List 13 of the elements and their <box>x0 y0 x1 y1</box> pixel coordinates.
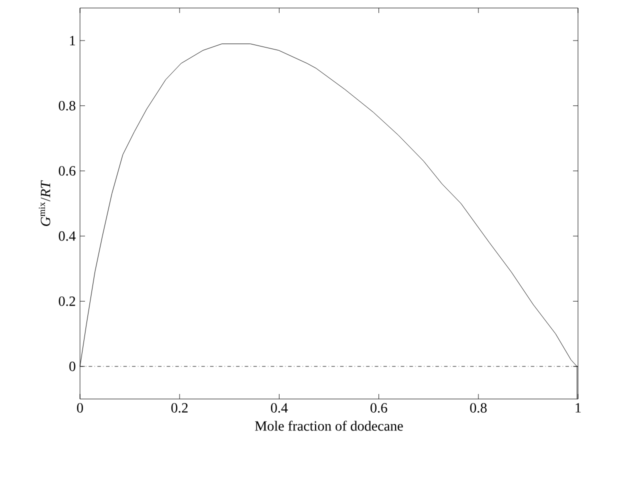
y-tick-label: 0.2 <box>58 296 76 306</box>
y-tick-label: 0 <box>69 362 76 372</box>
y-tick-label: 0.4 <box>58 231 76 241</box>
x-tick-label: 0.6 <box>370 403 388 413</box>
x-tick-label: 0.4 <box>270 403 288 413</box>
x-tick-label: 0.2 <box>171 403 188 413</box>
x-tick-label: 1 <box>576 403 581 412</box>
y-tick-label: 1 <box>70 36 76 46</box>
y-tick-label: 0.6 <box>58 166 76 176</box>
x-tick-label: 0 <box>77 403 83 413</box>
x-axis-title: Mole fraction of dodecane <box>255 420 403 431</box>
y-tick-label: 0.8 <box>58 100 76 111</box>
x-tick-label: 0.8 <box>470 403 487 413</box>
